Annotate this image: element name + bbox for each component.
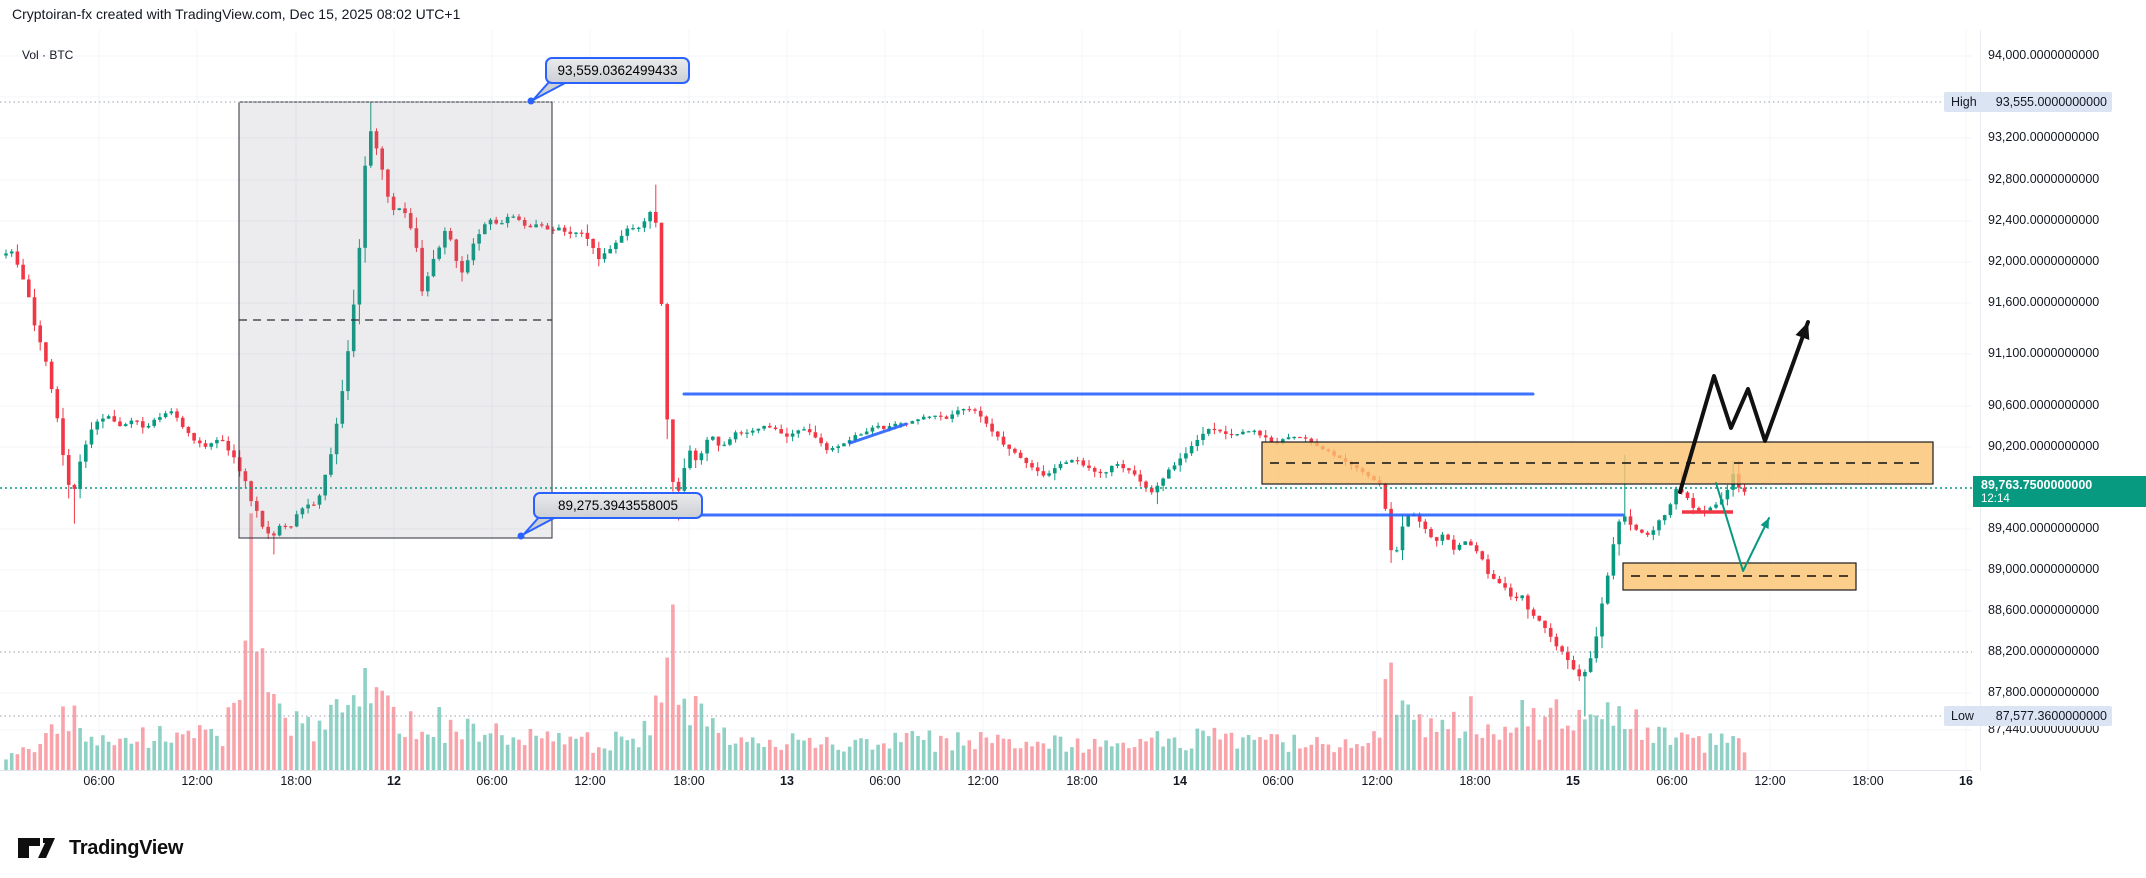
tradingview-logo[interactable]: TradingView: [17, 836, 183, 860]
time-axis-label: 12:00: [1361, 774, 1393, 788]
last-price-value: 89,763.7500000000: [1981, 478, 2093, 492]
arrow-drawings[interactable]: [1678, 320, 1810, 572]
price-axis-label: 93,200.0000000000: [1988, 130, 2100, 144]
time-axis-label: 14: [1173, 774, 1187, 788]
time-axis-label: 12: [387, 774, 401, 788]
candlestick-series: [4, 101, 1747, 716]
price-axis-label: 88,200.0000000000: [1988, 644, 2100, 658]
time-axis-label: 15: [1566, 774, 1580, 788]
zone-drawings[interactable]: [238, 101, 1934, 591]
time-axis-label: 12:00: [574, 774, 606, 788]
last-price-badge: 89,763.7500000000 12:14: [1973, 476, 2146, 507]
price-callout-high[interactable]: 93,559.0362499433: [545, 57, 690, 84]
price-callout-low[interactable]: 89,275.3943558005: [533, 492, 703, 519]
time-axis-label: 12:00: [181, 774, 213, 788]
price-axis-label: 92,800.0000000000: [1988, 172, 2100, 186]
price-axis-label: 90,600.0000000000: [1988, 398, 2100, 412]
time-axis-label: 06:00: [869, 774, 901, 788]
price-axis-label: 91,100.0000000000: [1988, 346, 2100, 360]
volume-legend[interactable]: Vol · BTC: [22, 48, 74, 62]
price-axis-label: 87,800.0000000000: [1988, 685, 2100, 699]
low-price-chip: Low 87,577.3600000000: [1944, 706, 2112, 726]
time-axis-label: 06:00: [1262, 774, 1294, 788]
time-axis-label: 18:00: [1066, 774, 1098, 788]
time-axis-label: 18:00: [1852, 774, 1884, 788]
price-axis-label: 92,400.0000000000: [1988, 213, 2100, 227]
time-axis-label: 13: [780, 774, 794, 788]
low-label: Low: [1951, 709, 1974, 723]
tradingview-wordmark: TradingView: [69, 836, 184, 859]
time-axis-label: 06:00: [476, 774, 508, 788]
grid-layer: [0, 30, 1972, 770]
price-axis-label: 90,200.0000000000: [1988, 439, 2100, 453]
price-axis-separator: [1980, 30, 1981, 771]
time-axis-label: 18:00: [673, 774, 705, 788]
price-axis-label: 94,000.0000000000: [1988, 48, 2100, 62]
low-value: 87,577.3600000000: [1995, 709, 2107, 723]
chart-title: Cryptoiran-fx created with TradingView.c…: [12, 6, 461, 22]
tradingview-mark-icon: [18, 838, 55, 858]
time-axis-label: 12:00: [1754, 774, 1786, 788]
bar-countdown: 12:14: [1981, 493, 2010, 505]
time-axis-label: 12:00: [967, 774, 999, 788]
time-axis-separator: [0, 770, 1972, 771]
time-axis-label: 06:00: [1656, 774, 1688, 788]
high-price-chip: High 93,555.0000000000: [1944, 92, 2112, 112]
time-axis-label: 16: [1959, 774, 1973, 788]
volume-series: [4, 513, 1747, 770]
time-axis-label: 18:00: [280, 774, 312, 788]
price-axis-label: 91,600.0000000000: [1988, 295, 2100, 309]
price-axis-label: 89,000.0000000000: [1988, 562, 2100, 576]
price-axis-label: 92,000.0000000000: [1988, 254, 2100, 268]
high-value: 93,555.0000000000: [1995, 95, 2107, 109]
time-axis-label: 06:00: [83, 774, 115, 788]
time-axis-label: 18:00: [1459, 774, 1491, 788]
price-axis-label: 88,600.0000000000: [1988, 603, 2100, 617]
price-axis-label: 89,400.0000000000: [1988, 521, 2100, 535]
high-label: High: [1951, 95, 1977, 109]
